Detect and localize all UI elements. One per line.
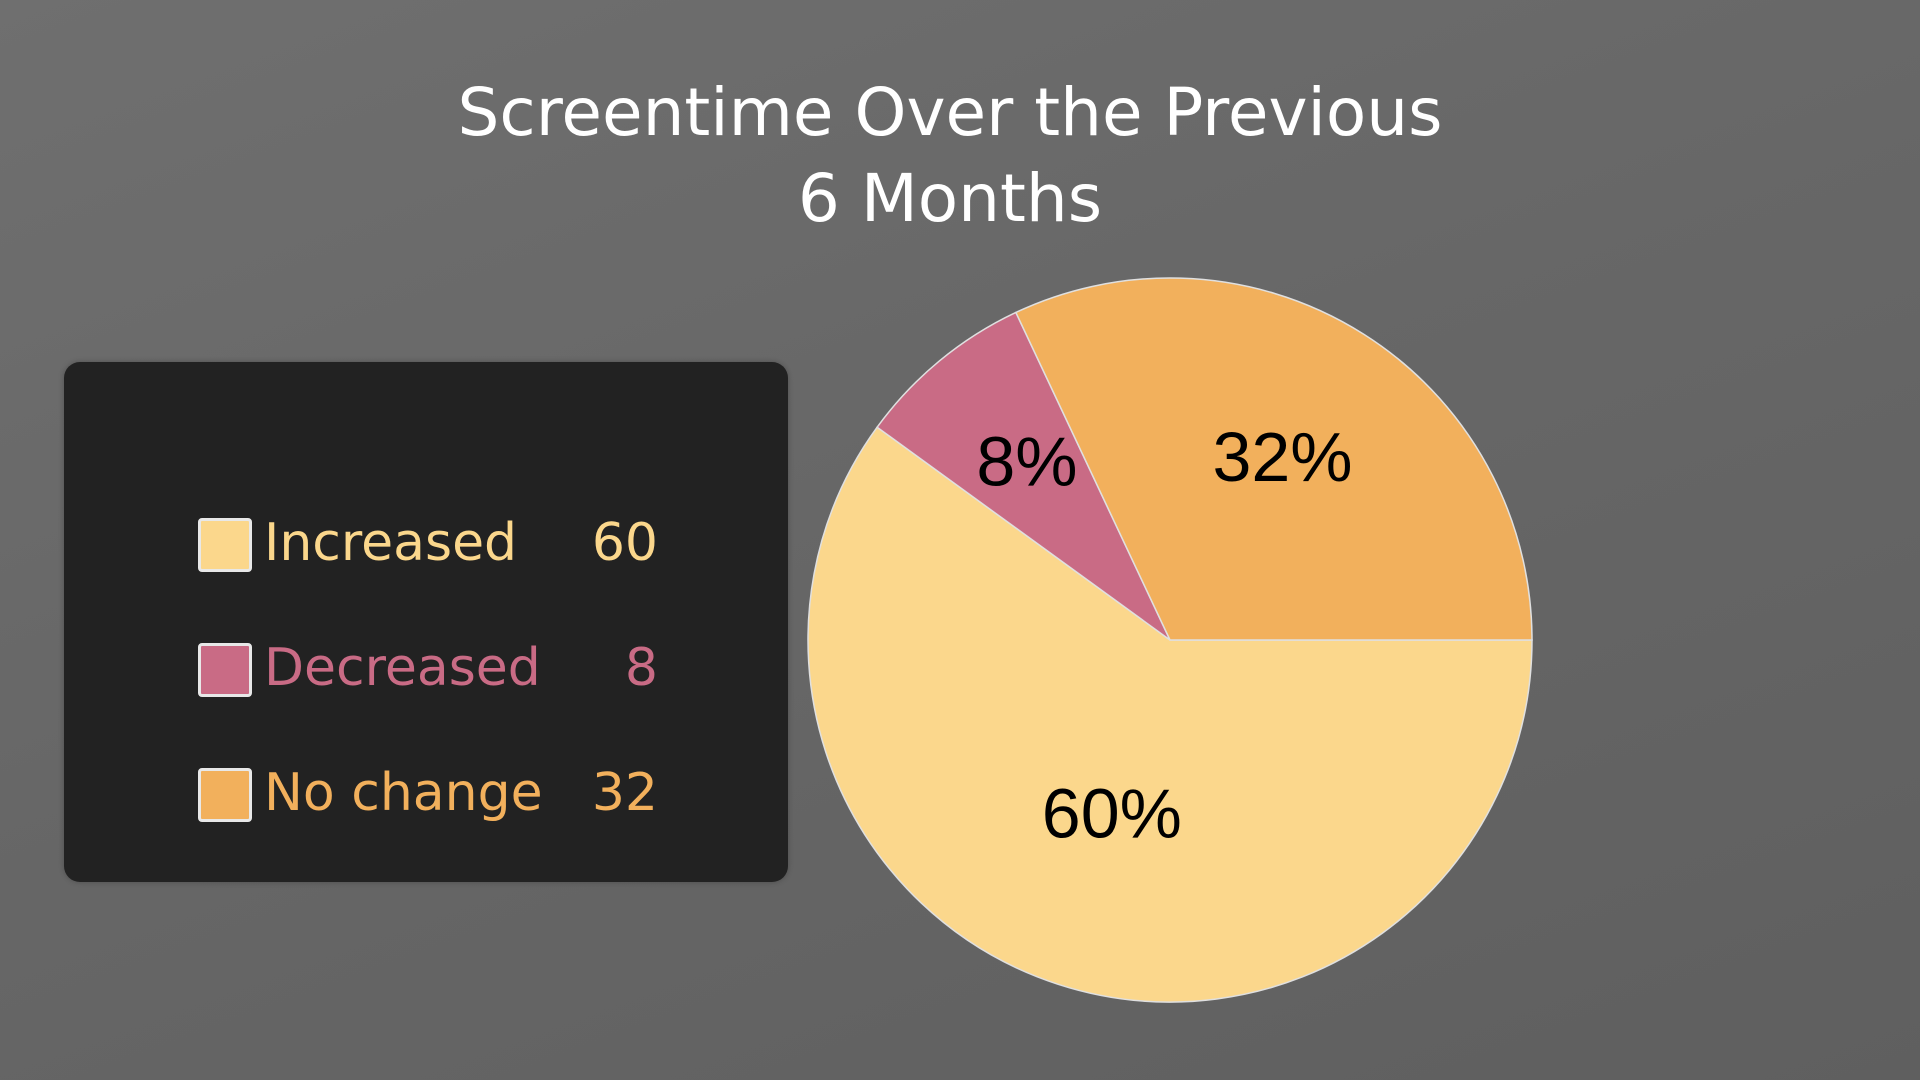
legend-swatch-increased	[198, 518, 252, 572]
pie-labels: 60% 8% 32%	[976, 418, 1352, 852]
chart-title-line-2: 6 Months	[797, 160, 1103, 237]
legend-label-increased: Increased	[264, 513, 518, 573]
legend-panel: Increased 60 Decreased 8 No change 32	[64, 362, 788, 882]
pie-label-no-change: 32%	[1212, 418, 1352, 496]
legend-item-increased: Increased 60	[198, 512, 658, 574]
legend-item-decreased: Decreased 8	[198, 637, 658, 699]
legend-value-increased: 60	[591, 513, 658, 573]
pie-slice-increased	[807, 426, 1533, 1003]
legend-item-no-change: No change 32	[198, 762, 658, 824]
legend-label-no-change: No change	[264, 763, 543, 823]
pie-label-increased: 60%	[1042, 775, 1182, 853]
chart-title-line-1: Screentime Over the Previous	[457, 74, 1443, 151]
pie-chart: 60% 8% 32%	[807, 277, 1533, 1003]
pie-slice-decreased	[876, 311, 1171, 641]
legend-value-no-change: 32	[591, 763, 658, 823]
chart-title: Screentime Over the Previous 6 Months	[360, 70, 1540, 242]
legend-label-decreased: Decreased	[264, 638, 541, 698]
pie-slice-no-change	[1014, 277, 1533, 641]
legend-swatch-no-change	[198, 768, 252, 822]
legend-value-decreased: 8	[624, 638, 658, 698]
legend-swatch-decreased	[198, 643, 252, 697]
pie-label-decreased: 8%	[976, 423, 1077, 501]
pie-slices	[807, 277, 1533, 1003]
